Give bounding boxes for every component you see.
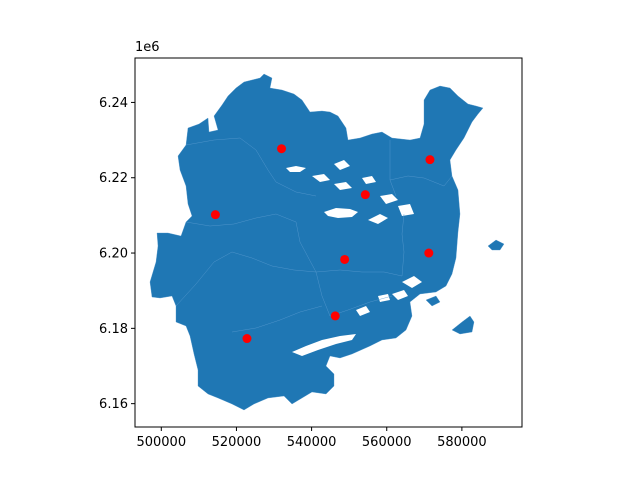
lake-shape [334,160,350,170]
y-tick-label: 6.22 [99,171,128,186]
map-region-main [149,73,484,411]
y-offset-label: 1e6 [135,40,160,55]
boundary-line [175,251,317,307]
y-tick-label: 6.20 [99,247,128,262]
lake-shape [380,194,398,204]
map-island-east-1 [487,239,505,251]
boundary-line [401,213,405,277]
lake-shape [312,174,330,182]
x-tick-label: 540000 [287,435,337,450]
boundary-line [185,137,277,183]
boundary-line [315,269,403,277]
lake-shape [286,166,306,172]
lake-shape [398,204,414,216]
data-point [340,254,350,264]
map-water [286,160,422,356]
data-point [330,311,340,321]
bay-shape [292,334,356,356]
lake-shape [402,276,422,288]
lake-shape [334,182,352,190]
y-tick-label: 6.18 [99,322,128,337]
data-point [210,210,220,220]
data-point [424,248,434,258]
y-tick-label: 6.24 [99,96,128,111]
city-points [210,144,435,344]
data-point [360,190,370,200]
lake-shape [356,306,370,316]
boundary-line [231,305,323,333]
boundary-line [329,295,393,317]
map-boundaries [175,137,453,333]
x-tick-label: 560000 [362,435,412,450]
boundary-line [185,213,297,227]
boundary-line [389,175,453,187]
y-axis: 6.16 6.18 6.20 6.22 6.24 [99,96,135,412]
x-tick-label: 500000 [136,435,186,450]
y-tick-label: 6.16 [99,397,128,412]
axes-frame [134,57,523,428]
data-point [425,155,435,165]
data-point [242,334,252,344]
x-tick-label: 520000 [212,435,262,450]
map-island-east-2 [451,315,475,335]
lake-shape [368,214,388,224]
x-axis: 500000 520000 540000 560000 580000 [136,427,487,450]
lake-shape [324,208,358,218]
lake-shape [392,290,408,300]
boundary-line [275,181,317,197]
data-point [277,144,287,154]
lake-shape [362,176,376,184]
boundary-line [389,140,397,197]
x-tick-label: 580000 [437,435,487,450]
map-island-east-3 [425,295,441,307]
map-regions [149,73,505,411]
